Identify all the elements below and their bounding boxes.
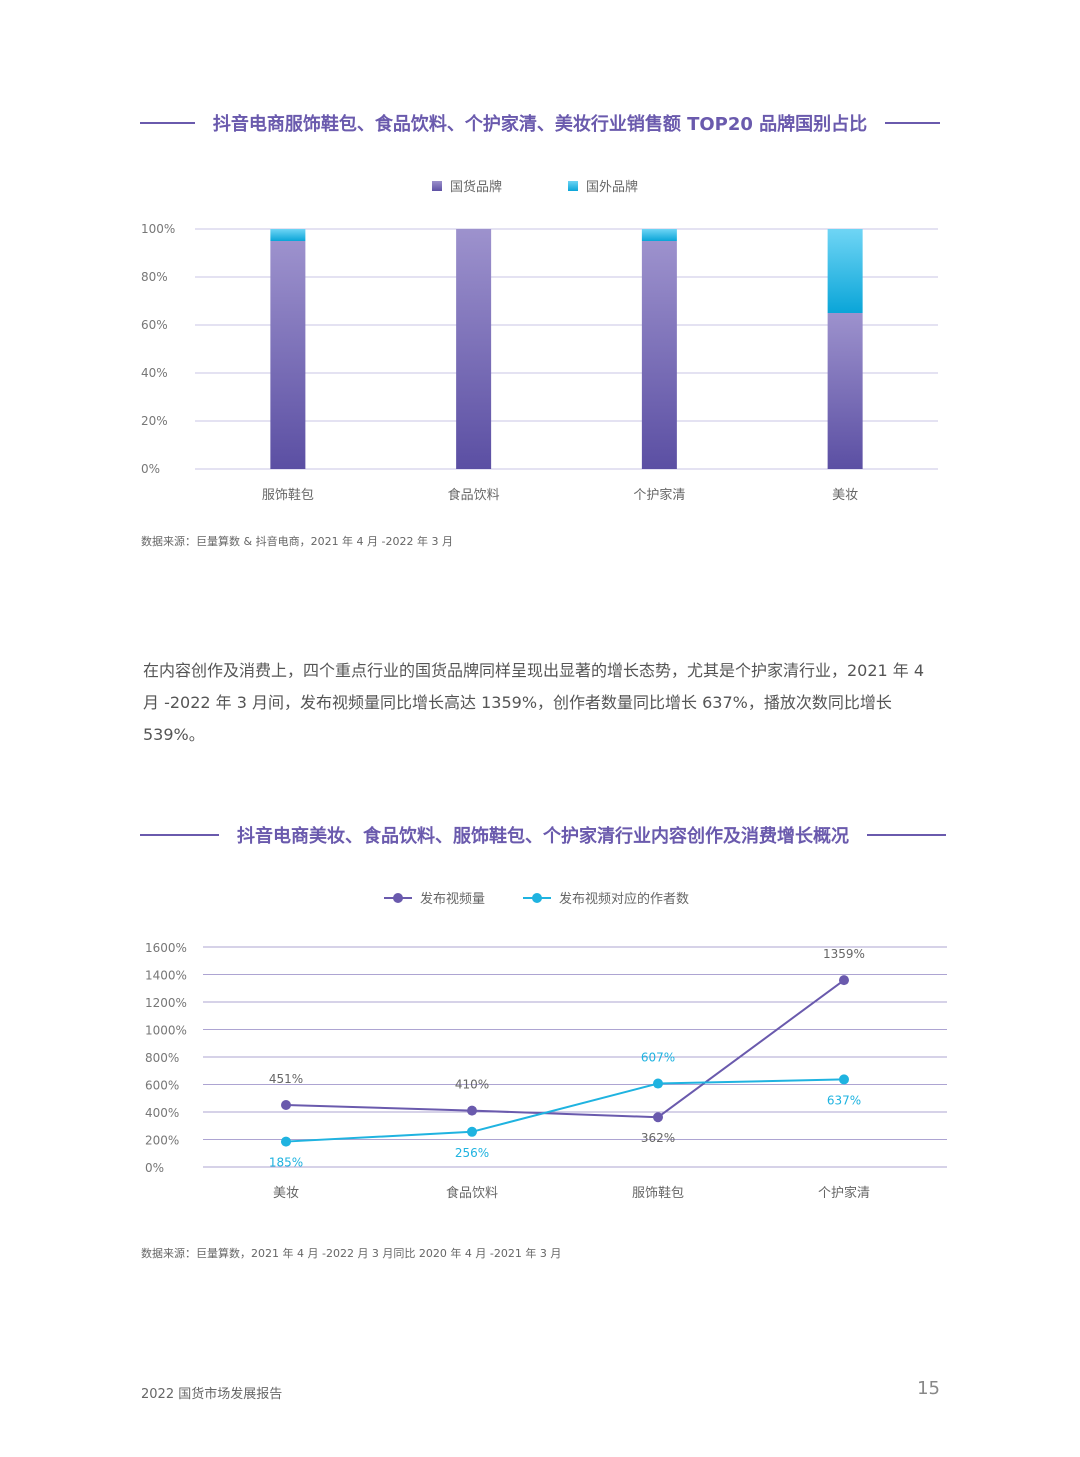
y-tick-label: 60% xyxy=(141,318,168,332)
data-point xyxy=(467,1105,477,1116)
page-number: 15 xyxy=(917,1378,940,1399)
data-point xyxy=(653,1112,663,1123)
data-label: 410% xyxy=(455,1078,489,1092)
legend-item-foreign: 国外品牌 xyxy=(568,176,638,195)
title-rule-right xyxy=(867,834,946,836)
y-tick-label: 200% xyxy=(145,1134,179,1148)
data-label: 256% xyxy=(455,1146,489,1160)
data-label: 185% xyxy=(269,1156,303,1170)
x-tick-label: 个护家清 xyxy=(633,487,685,503)
series-line-creators xyxy=(285,1078,845,1143)
stacked-bar-chart: 0% 20% 40% 60% 80% 100% 服饰鞋包 食品饮料 个护家清 美妆 xyxy=(141,222,938,503)
data-point xyxy=(839,1074,849,1085)
chart1-title: 抖音电商服饰鞋包、食品饮料、个护家清、美妆行业销售额 TOP20 品牌国别占比 xyxy=(212,114,868,135)
y-tick-label: 0% xyxy=(145,1161,164,1175)
x-tick-label: 食品饮料 xyxy=(448,487,500,503)
chart1-title-bar: 抖音电商服饰鞋包、食品饮料、个护家清、美妆行业销售额 TOP20 品牌国别占比 xyxy=(140,103,941,143)
body-paragraph: 在内容创作及消费上，四个重点行业的国货品牌同样呈现出显著的增长态势，尤其是个护家… xyxy=(143,661,925,744)
y-tick-label: 20% xyxy=(141,414,168,428)
bar-domestic xyxy=(827,313,863,469)
data-point xyxy=(839,975,849,986)
bar-foreign xyxy=(641,229,677,241)
chart2-title: 抖音电商美妆、食品饮料、服饰鞋包、个护家清行业内容创作及消费增长概况 xyxy=(237,826,849,847)
chart2-legend: 发布视频量 发布视频对应的作者数 xyxy=(384,888,689,907)
y-tick-label: 1400% xyxy=(145,969,187,983)
data-label: 1359% xyxy=(823,947,865,961)
legend-item-videos: 发布视频量 xyxy=(384,888,485,907)
data-label: 362% xyxy=(641,1131,675,1145)
title-rule-left xyxy=(140,834,219,836)
chart1-legend: 国货品牌 国外品牌 xyxy=(432,176,638,195)
legend-item-domestic: 国货品牌 xyxy=(432,176,502,195)
legend-item-creators: 发布视频对应的作者数 xyxy=(523,888,689,907)
legend-swatch-domestic xyxy=(432,180,442,191)
y-tick-label: 1000% xyxy=(145,1024,187,1038)
legend-label-domestic: 国货品牌 xyxy=(450,180,503,195)
legend-line-creators xyxy=(523,891,552,905)
legend-label-creators: 发布视频对应的作者数 xyxy=(559,892,690,907)
legend-swatch-foreign xyxy=(568,180,579,191)
data-point xyxy=(281,1099,291,1110)
data-point xyxy=(467,1126,477,1137)
bar-domestic xyxy=(641,241,677,469)
x-tick-label: 服饰鞋包 xyxy=(632,1185,684,1201)
x-tick-label: 食品饮料 xyxy=(446,1185,498,1201)
legend-label-videos: 发布视频量 xyxy=(420,892,486,907)
x-tick-label: 美妆 xyxy=(832,488,858,503)
x-tick-label: 个护家清 xyxy=(818,1185,870,1201)
data-point xyxy=(281,1136,291,1147)
bar-foreign xyxy=(827,229,863,313)
data-point xyxy=(653,1078,663,1089)
chart2-source: 数据来源：巨量算数，2021 年 4 月 -2022 月 3 月同比 2020 … xyxy=(141,1247,562,1260)
y-tick-label: 800% xyxy=(145,1051,179,1065)
y-tick-label: 40% xyxy=(141,366,168,380)
data-label: 607% xyxy=(641,1051,675,1065)
legend-label-foreign: 国外品牌 xyxy=(586,180,639,195)
title-rule-left xyxy=(140,122,195,124)
bar-domestic xyxy=(456,229,492,469)
y-tick-label: 400% xyxy=(145,1106,179,1120)
data-label: 637% xyxy=(827,1093,861,1107)
y-tick-label: 600% xyxy=(145,1079,179,1093)
x-tick-label: 服饰鞋包 xyxy=(262,487,314,503)
y-tick-label: 1600% xyxy=(145,941,187,955)
y-tick-label: 100% xyxy=(141,222,175,236)
legend-line-videos xyxy=(384,891,412,905)
bar-domestic xyxy=(270,241,306,469)
report-name: 2022 国货市场发展报告 xyxy=(141,1387,283,1402)
data-label: 451% xyxy=(269,1072,303,1086)
series-line-videos xyxy=(285,979,845,1119)
line-chart: 0% 200% 400% 600% 800% 1000% 1200% 1400% 1600% 美妆… xyxy=(145,941,947,1201)
y-tick-label: 1200% xyxy=(145,996,187,1010)
y-tick-label: 80% xyxy=(141,270,168,284)
chart1-source: 数据来源：巨量算数 & 抖音电商，2021 年 4 月 -2022 年 3 月 xyxy=(141,535,454,548)
chart2-title-bar: 抖音电商美妆、食品饮料、服饰鞋包、个护家清行业内容创作及消费增长概况 xyxy=(140,815,946,855)
y-tick-label: 0% xyxy=(141,462,160,476)
title-rule-right xyxy=(885,122,941,124)
bar-foreign xyxy=(270,229,306,241)
x-tick-label: 美妆 xyxy=(273,1186,299,1201)
